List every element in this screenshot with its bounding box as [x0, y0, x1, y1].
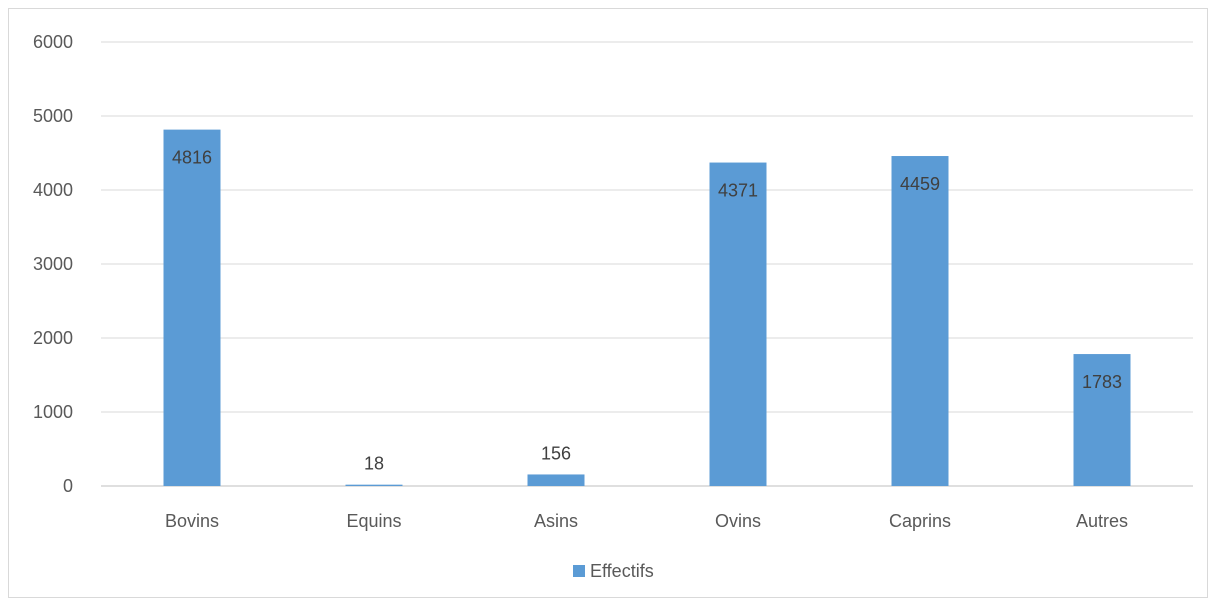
data-label: 4459 [900, 174, 940, 194]
bar-bovins [163, 129, 221, 486]
y-tick-label: 3000 [33, 254, 73, 274]
x-tick-label: Asins [534, 511, 578, 531]
y-tick-label: 0 [63, 476, 73, 496]
data-labels: 4816 18 156 4371 4459 1783 [172, 148, 1122, 474]
legend-label: Effectifs [590, 561, 654, 581]
x-tick-label: Caprins [889, 511, 951, 531]
legend: Effectifs [573, 561, 654, 581]
bar-autres [1073, 354, 1131, 486]
x-tick-label: Bovins [165, 511, 219, 531]
y-axis-ticks: 0 1000 2000 3000 4000 5000 6000 [33, 32, 73, 496]
bar-caprins [891, 156, 949, 486]
y-tick-label: 1000 [33, 402, 73, 422]
bars [163, 129, 1131, 486]
legend-swatch [573, 565, 585, 577]
bar-asins [527, 474, 585, 486]
x-axis-ticks: Bovins Equins Asins Ovins Caprins Autres [165, 511, 1128, 531]
data-label: 1783 [1082, 372, 1122, 392]
x-tick-label: Autres [1076, 511, 1128, 531]
x-tick-label: Ovins [715, 511, 761, 531]
data-label: 18 [364, 454, 384, 474]
data-label: 156 [541, 443, 571, 463]
bar-ovins [709, 162, 767, 486]
y-tick-label: 4000 [33, 180, 73, 200]
y-tick-label: 5000 [33, 106, 73, 126]
data-label: 4816 [172, 148, 212, 168]
y-tick-label: 6000 [33, 32, 73, 52]
bar-equins [345, 484, 403, 486]
y-tick-label: 2000 [33, 328, 73, 348]
data-label: 4371 [718, 181, 758, 201]
gridlines [101, 41, 1193, 487]
x-tick-label: Equins [346, 511, 401, 531]
